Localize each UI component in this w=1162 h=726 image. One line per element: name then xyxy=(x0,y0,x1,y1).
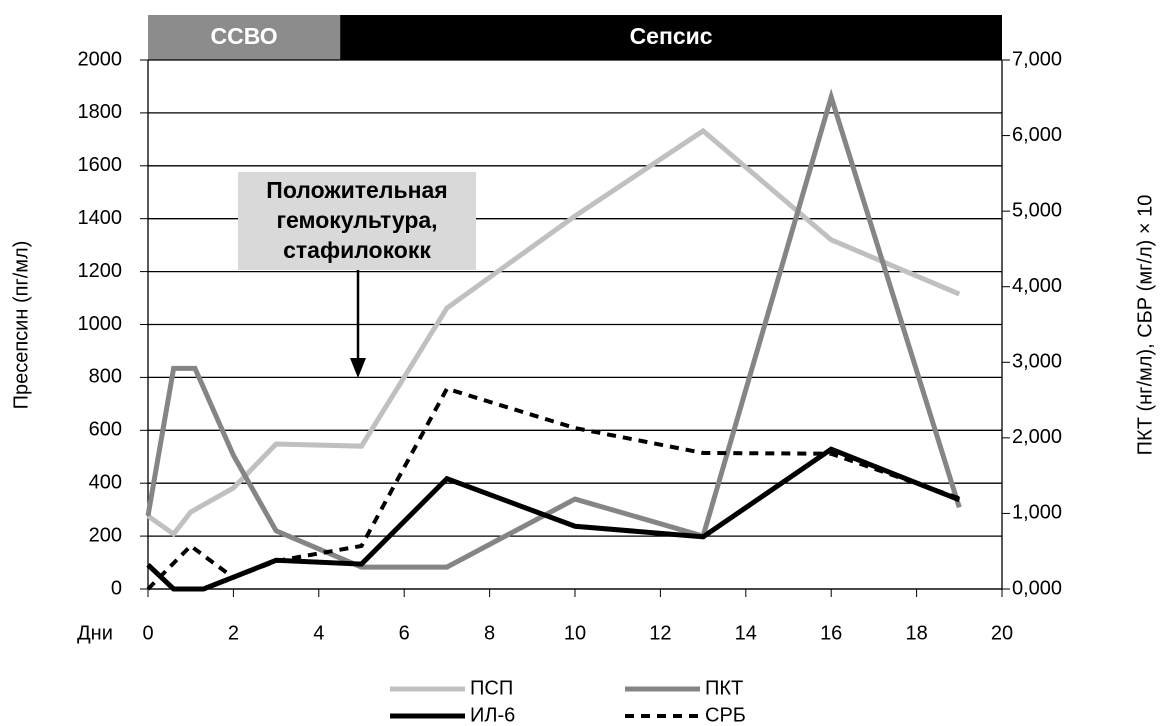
y-tick-label: 1000 xyxy=(78,313,123,335)
x-tick-label: 16 xyxy=(820,622,842,644)
phase-band xyxy=(340,15,1002,60)
y-tick-label: 600 xyxy=(89,419,122,441)
x-tick-label: 8 xyxy=(484,622,495,644)
y-tick-label: 1200 xyxy=(78,260,123,282)
y-tick-label: 800 xyxy=(89,366,122,388)
y-tick-label: 2000 xyxy=(78,48,123,70)
y2-tick-label: 5,000 xyxy=(1012,199,1062,221)
y2-axis-label: ПКТ (нг/мл), СБР (мг/л) × 10 xyxy=(1134,195,1156,456)
annotation-text: гемокультура, xyxy=(276,207,437,233)
y2-tick-label: 2,000 xyxy=(1012,426,1062,448)
annotation-text: стафилококк xyxy=(283,237,431,263)
series-line xyxy=(145,88,962,570)
y-tick-label: 200 xyxy=(89,524,122,546)
x-tick-label: 0 xyxy=(142,622,153,644)
x-tick-label: 14 xyxy=(735,622,757,644)
y-tick-label: 1600 xyxy=(78,154,123,176)
y-tick-label: 1400 xyxy=(78,207,123,229)
y2-tick-label: 6,000 xyxy=(1012,124,1062,146)
x-tick-label: 10 xyxy=(564,622,586,644)
series-line xyxy=(146,386,960,591)
y-tick-label: 400 xyxy=(89,471,122,493)
series-line xyxy=(146,446,961,592)
y-tick-label: 1800 xyxy=(78,101,123,123)
y2-tick-label: 1,000 xyxy=(1012,502,1062,524)
phase-band xyxy=(148,15,341,60)
y2-tick-label: 7,000 xyxy=(1012,48,1062,70)
y2-tick-label: 4,000 xyxy=(1012,275,1062,297)
x-tick-label: 20 xyxy=(991,622,1013,644)
x-tick-label: 6 xyxy=(399,622,410,644)
x-tick-label: 4 xyxy=(313,622,324,644)
annotation-text: Положительная xyxy=(266,177,447,203)
x-axis-label: Дни xyxy=(77,622,113,644)
annotation-arrowhead xyxy=(350,358,366,378)
y2-tick-label: 0,000 xyxy=(1012,577,1062,599)
legend-label: ПКТ xyxy=(705,677,743,699)
legend-label: ИЛ-6 xyxy=(470,704,515,726)
y2-tick-label: 3,000 xyxy=(1012,351,1062,373)
x-tick-label: 12 xyxy=(649,622,671,644)
y-tick-label: 0 xyxy=(111,577,122,599)
legend-label: ПСП xyxy=(470,677,513,699)
phase-label: Сепсис xyxy=(630,23,713,49)
phase-label: ССВО xyxy=(210,23,277,49)
y-axis-label: Пресепсин (пг/мл) xyxy=(10,241,32,410)
annotation-box xyxy=(238,172,476,270)
series-line xyxy=(146,127,961,538)
x-tick-label: 18 xyxy=(905,622,927,644)
legend-label: СРБ xyxy=(705,704,746,726)
x-tick-label: 2 xyxy=(228,622,239,644)
